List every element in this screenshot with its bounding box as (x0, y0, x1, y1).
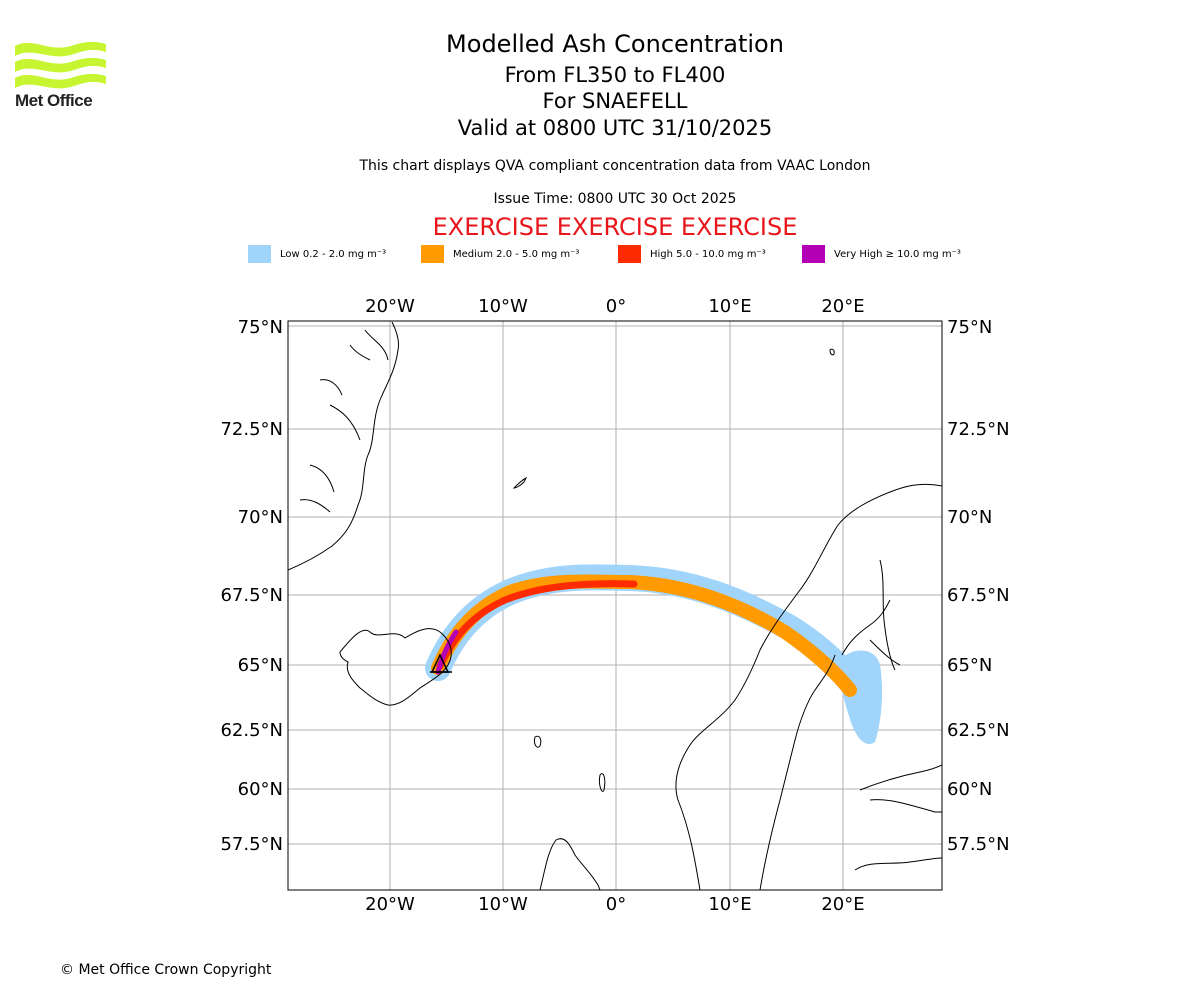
legend: Low 0.2 - 2.0 mg m⁻³ Medium 2.0 - 5.0 mg… (248, 244, 1008, 264)
exercise-banner: EXERCISE EXERCISE EXERCISE (432, 213, 798, 241)
chart-title: Modelled Ash Concentration (446, 30, 784, 58)
lat-label-right-65n: 65°N (947, 655, 992, 676)
lat-label-left-70n: 70°N (238, 507, 283, 528)
lon-label-bottom-10w: 10°W (478, 894, 528, 915)
copyright-notice: © Met Office Crown Copyright (60, 962, 272, 978)
lon-label-bottom-10e: 10°E (708, 894, 751, 915)
legend-swatch-low (248, 245, 271, 263)
lat-label-right-70n: 70°N (947, 507, 992, 528)
volcano-marker-icon (430, 653, 452, 673)
lat-label-left-65n: 65°N (238, 655, 283, 676)
map-gridlines (288, 321, 942, 890)
ash-medium-band (431, 574, 857, 697)
coastlines (288, 321, 942, 890)
lat-label-left-72-5n: 72.5°N (220, 419, 283, 440)
legend-label-high: High 5.0 - 10.0 mg m⁻³ (650, 248, 766, 260)
ash-very-high-band (435, 629, 459, 675)
lat-label-left-60n: 60°N (238, 779, 283, 800)
lon-label-top-20e: 20°E (821, 296, 864, 317)
scotland-coast (539, 838, 601, 890)
ash-high-band (436, 580, 638, 670)
compliance-note: This chart displays QVA compliant concen… (359, 158, 871, 174)
jan-mayen (512, 476, 528, 489)
legend-swatch-very-high (802, 245, 825, 263)
volcano-name: For SNAEFELL (542, 89, 688, 113)
legend-item-very-high: Very High ≥ 10.0 mg m⁻³ (802, 244, 961, 264)
estonia-coast (869, 799, 942, 813)
lon-label-top-10e: 10°E (708, 296, 751, 317)
logo-text: Met Office (15, 91, 93, 110)
legend-item-high: High 5.0 - 10.0 mg m⁻³ (618, 244, 766, 264)
lat-label-right-75n: 75°N (947, 317, 992, 338)
legend-swatch-medium (421, 245, 444, 263)
lon-label-bottom-20e: 20°E (821, 894, 864, 915)
denmark-coast (854, 857, 942, 871)
legend-label-medium: Medium 2.0 - 5.0 mg m⁻³ (453, 248, 580, 260)
lat-label-left-62-5n: 62.5°N (220, 720, 283, 741)
lat-label-left-57-5n: 57.5°N (220, 834, 283, 855)
legend-label-low: Low 0.2 - 2.0 mg m⁻³ (280, 248, 387, 260)
lat-label-right-67-5n: 67.5°N (947, 585, 1010, 606)
valid-time: Valid at 0800 UTC 31/10/2025 (457, 116, 773, 140)
ash-plume (425, 564, 883, 745)
lon-label-bottom-0: 0° (606, 894, 626, 915)
iceland-coast (339, 628, 452, 706)
lat-label-right-57-5n: 57.5°N (947, 834, 1010, 855)
met-office-logo-icon (15, 41, 106, 89)
lat-label-right-72-5n: 72.5°N (947, 419, 1010, 440)
lat-label-left-67-5n: 67.5°N (220, 585, 283, 606)
issue-time: Issue Time: 0800 UTC 30 Oct 2025 (493, 191, 737, 207)
baltic-coast (859, 764, 942, 791)
faroe (534, 735, 542, 748)
legend-label-very-high: Very High ≥ 10.0 mg m⁻³ (834, 248, 961, 260)
flight-level-range: From FL350 to FL400 (504, 63, 726, 87)
legend-item-medium: Medium 2.0 - 5.0 mg m⁻³ (421, 244, 579, 264)
norway-coast (675, 483, 942, 890)
finland-west-coast (841, 599, 901, 666)
lat-label-right-62-5n: 62.5°N (947, 720, 1010, 741)
lon-label-top-10w: 10°W (478, 296, 528, 317)
legend-swatch-high (618, 245, 641, 263)
lat-label-left-75n: 75°N (238, 317, 283, 338)
legend-item-low: Low 0.2 - 2.0 mg m⁻³ (248, 244, 386, 264)
sweden-border (759, 654, 836, 890)
lat-label-right-60n: 60°N (947, 779, 992, 800)
finland-inland (879, 559, 896, 671)
lon-label-top-0: 0° (606, 296, 626, 317)
map-frame (287, 320, 943, 891)
lon-label-top-20w: 20°W (365, 296, 415, 317)
greenland-coast (288, 321, 399, 571)
lon-label-bottom-20w: 20°W (365, 894, 415, 915)
bear-island (829, 348, 835, 356)
shetland (599, 773, 606, 792)
ash-low-lobe (839, 650, 883, 745)
